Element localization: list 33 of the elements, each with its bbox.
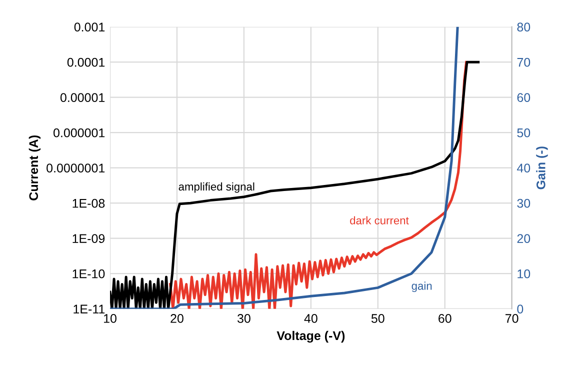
y-tick-label: 0.00001 [60,93,105,102]
x-tick-label: 50 [371,314,384,323]
y2-tick-label: 60 [517,93,530,102]
line-series [110,60,480,309]
x-tick-label: 70 [506,314,518,323]
y-tick-label: 1E-10 [72,269,105,278]
y2-axis-title: Gain (-) [536,146,548,190]
y-tick-label: 1E-09 [72,234,105,243]
annotation: dark current [350,216,409,224]
y-tick-label: 0.0000001 [46,164,105,172]
x-tick-label: 30 [237,314,250,323]
y-tick-label: 0.000001 [54,128,105,138]
y-tick-label: 1E-08 [72,198,105,208]
y2-tick-label: 80 [517,22,530,32]
annotation: gain [412,282,432,292]
x-tick-label: 10 [104,314,116,323]
y2-tick-label: 40 [516,164,530,172]
x-tick-label: 20 [170,314,184,323]
y2-tick-label: 20 [517,234,530,243]
x-tick-label: 40 [304,314,318,323]
y-tick-label: 1E-11 [74,304,105,314]
x-tick-label: 60 [438,314,452,323]
y-axis-title: Current (A) [28,135,41,200]
y2-tick-label: 70 [517,58,530,67]
y2-tick-label: 50 [517,128,530,138]
x-axis-title: Voltage (-V) [276,330,345,343]
annotation: amplified signal [178,182,254,193]
line-series [169,60,468,309]
y2-tick-label: 10 [518,269,530,278]
y2-tick-label: 30 [517,198,530,208]
y2-tick-label: 0 [517,304,524,314]
y-tick-label: 0.0001 [67,58,105,67]
y-tick-label: 0.001 [74,22,105,32]
